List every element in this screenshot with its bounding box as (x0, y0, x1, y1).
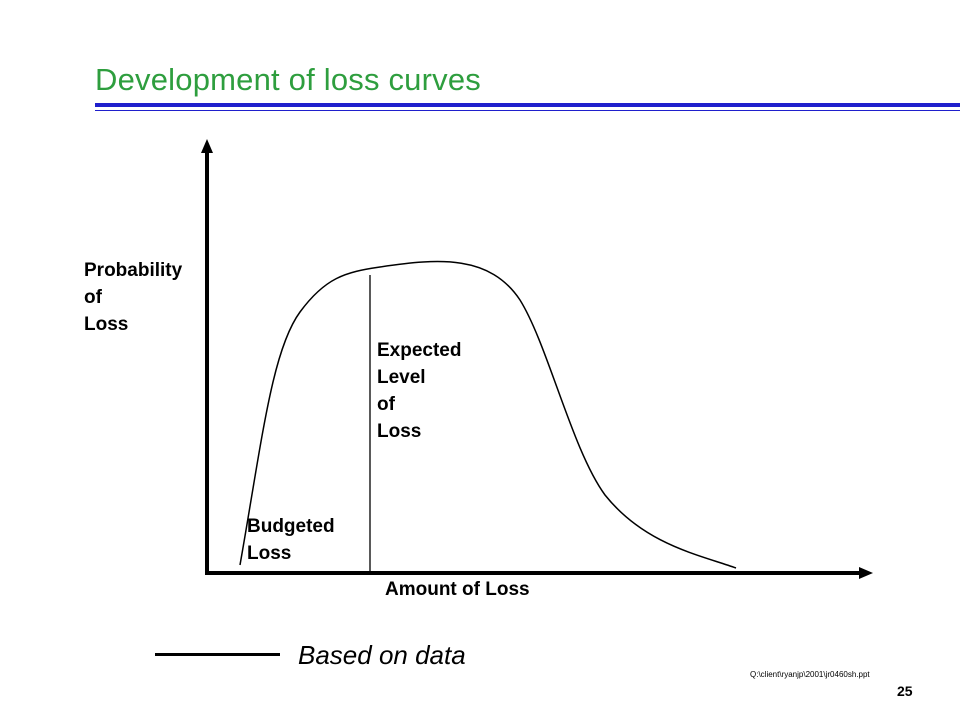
expected-level-label: Expected Level of Loss (377, 340, 462, 442)
y-axis-arrowhead (201, 139, 213, 153)
y-axis-label: Probability of Loss (84, 260, 183, 335)
legend-line-swatch (155, 653, 280, 656)
budgeted-loss-label: Budgeted Loss (247, 516, 335, 564)
file-path: Q:\client\ryanjp\2001\jr0460sh.ppt (750, 670, 870, 679)
page-number: 25 (897, 683, 913, 699)
title-rule-thick (95, 103, 960, 107)
slide-title: Development of loss curves (95, 62, 481, 97)
x-axis-arrowhead (859, 567, 873, 579)
title-rule-thin (95, 110, 960, 111)
x-axis-label: Amount of Loss (385, 579, 530, 600)
legend-text: Based on data (298, 640, 466, 670)
loss-curve (239, 260, 737, 569)
